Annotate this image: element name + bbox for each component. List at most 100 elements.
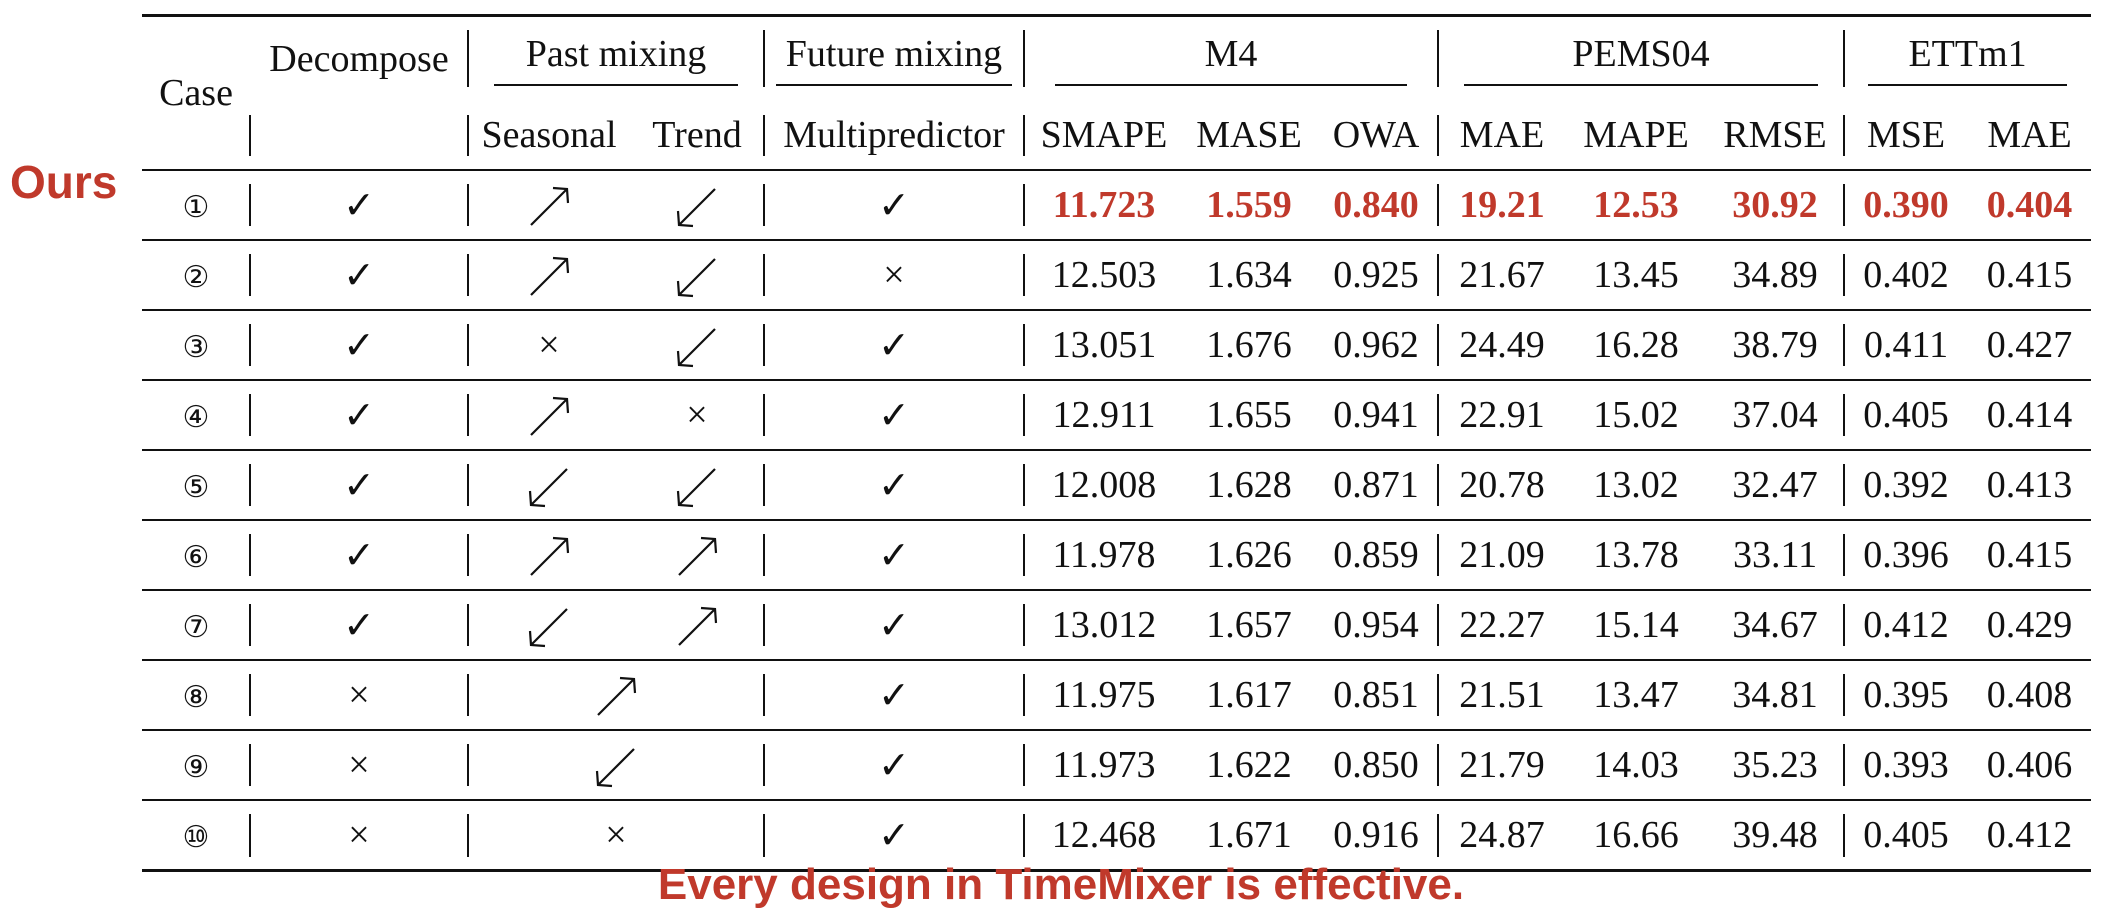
column-separator: [763, 744, 765, 786]
header-past-mixing-label: Past mixing: [493, 32, 739, 86]
case-cell: ⑧: [142, 659, 250, 730]
column-separator: [1437, 254, 1440, 296]
multipredictor-cell: ✓: [764, 309, 1024, 380]
arrow-up-right-icon: [678, 606, 718, 646]
pems-mae-value: 21.09: [1438, 519, 1567, 590]
case-number: ⑥: [182, 540, 210, 575]
mse-value: 0.392: [1844, 449, 1969, 520]
column-separator: [763, 674, 765, 716]
mase-value: 1.655: [1184, 379, 1314, 450]
seasonal-arrow: [468, 169, 630, 240]
mape-value: 13.47: [1566, 659, 1707, 730]
column-separator: [1023, 814, 1025, 857]
header-multipredictor: Multipredictor: [783, 114, 1005, 156]
column-separator: [1843, 324, 1846, 366]
seasonal-arrow: [468, 449, 630, 520]
header-m4-label: M4: [1054, 32, 1408, 86]
mse-value: 0.393: [1844, 729, 1969, 800]
case-cell: ⑤: [142, 449, 250, 520]
column-separator: [1437, 534, 1440, 576]
column-separator: [1023, 115, 1025, 156]
check-mark-icon: ✓: [343, 464, 375, 507]
case-cell: ①: [142, 169, 250, 240]
pems-mae-value: 22.27: [1438, 589, 1567, 660]
mape-value: 12.53: [1566, 169, 1707, 240]
rmse-value: 32.47: [1706, 449, 1845, 520]
table-row: ⑤ ✓ ✓ 12.008 1.628 0.871 20.78 13.02 32.47 0.392 0…: [142, 449, 2092, 520]
column-separator: [1023, 744, 1025, 786]
table-row: ⑥ ✓ ✓ 11.978 1.626 0.859 21.09 13.78 33.11 0.396 0…: [142, 519, 2092, 590]
ettm1-mae-value: 0.415: [1968, 519, 2092, 590]
header-mape: MAPE: [1583, 114, 1689, 156]
pems-mae-value: 24.87: [1438, 799, 1567, 871]
mase-value: 1.628: [1184, 449, 1314, 520]
cross-mark-icon: ×: [538, 324, 560, 366]
decompose-cell: ✓: [250, 519, 468, 590]
seasonal-arrow: [468, 379, 630, 450]
arrow-down-left-icon: [676, 467, 716, 507]
column-separator: [763, 254, 765, 296]
multipredictor-cell: ✓: [764, 519, 1024, 590]
smape-value: 12.911: [1024, 379, 1184, 450]
smape-value: 12.008: [1024, 449, 1184, 520]
header-future-mixing: Future mixing: [764, 16, 1024, 102]
ettm1-mae-value: 0.412: [1968, 799, 2092, 871]
check-mark-icon: ✓: [343, 324, 375, 367]
header-pems04-label: PEMS04: [1464, 32, 1818, 86]
header-trend: Trend: [652, 114, 742, 156]
column-separator: [1437, 604, 1440, 646]
column-separator: [1023, 29, 1025, 87]
table-row: ④ ✓ × ✓ 12.911 1.655 0.941 22.91 15.02 37.04 0.405…: [142, 379, 2092, 450]
cross-mark-icon: ×: [605, 814, 627, 856]
case-number: ⑤: [182, 470, 210, 505]
cross-mark-icon: ×: [348, 744, 370, 786]
seasonal-cell: ×: [468, 309, 630, 380]
column-separator: [1843, 814, 1846, 857]
header-past-mixing: Past mixing: [468, 16, 764, 102]
mse-value: 0.402: [1844, 239, 1969, 310]
column-separator: [1843, 394, 1846, 436]
column-separator: [249, 324, 251, 366]
header-row-2: Seasonal Trend Multipredictor SMAPE MASE…: [142, 101, 2091, 170]
mase-value: 1.634: [1184, 239, 1314, 310]
owa-value: 0.859: [1314, 519, 1439, 590]
case-number: ④: [182, 400, 210, 435]
mase-value: 1.622: [1184, 729, 1314, 800]
header-future-mixing-label: Future mixing: [775, 32, 1013, 86]
owa-value: 0.954: [1314, 589, 1439, 660]
decompose-cell: ✓: [250, 169, 468, 240]
case-cell: ⑩: [142, 799, 250, 871]
owa-value: 0.851: [1314, 659, 1439, 730]
table-body: ① ✓ ✓ 11.723 1.559 0.840 19.21 12.53 30.92 0.390 0…: [142, 169, 2092, 871]
mse-value: 0.405: [1844, 379, 1969, 450]
owa-value: 0.850: [1314, 729, 1439, 800]
arrow-up-right-icon: [678, 536, 718, 576]
owa-value: 0.925: [1314, 239, 1439, 310]
ettm1-mae-value: 0.404: [1968, 169, 2092, 240]
column-separator: [1437, 674, 1440, 716]
case-cell: ⑥: [142, 519, 250, 590]
smape-value: 11.978: [1024, 519, 1184, 590]
column-separator: [763, 534, 765, 576]
multipredictor-cell: ✓: [764, 659, 1024, 730]
column-separator: [1437, 184, 1440, 226]
header-pems04: PEMS04: [1438, 16, 1844, 102]
check-mark-icon: ✓: [343, 534, 375, 577]
mape-value: 14.03: [1566, 729, 1707, 800]
seasonal-arrow: [468, 589, 630, 660]
column-separator: [1437, 814, 1440, 857]
header-ettm1: ETTm1: [1844, 16, 2091, 102]
column-separator: [467, 744, 469, 786]
rmse-value: 35.23: [1706, 729, 1845, 800]
mase-value: 1.626: [1184, 519, 1314, 590]
check-mark-icon: ✓: [878, 394, 910, 437]
check-mark-icon: ✓: [878, 744, 910, 787]
mase-value: 1.676: [1184, 309, 1314, 380]
arrow-up-right-icon: [530, 256, 570, 296]
column-separator: [249, 184, 251, 226]
ettm1-mae-value: 0.429: [1968, 589, 2092, 660]
check-mark-icon: ✓: [343, 184, 375, 227]
decompose-cell: ×: [250, 659, 468, 730]
rmse-value: 34.67: [1706, 589, 1845, 660]
pems-mae-value: 21.67: [1438, 239, 1567, 310]
